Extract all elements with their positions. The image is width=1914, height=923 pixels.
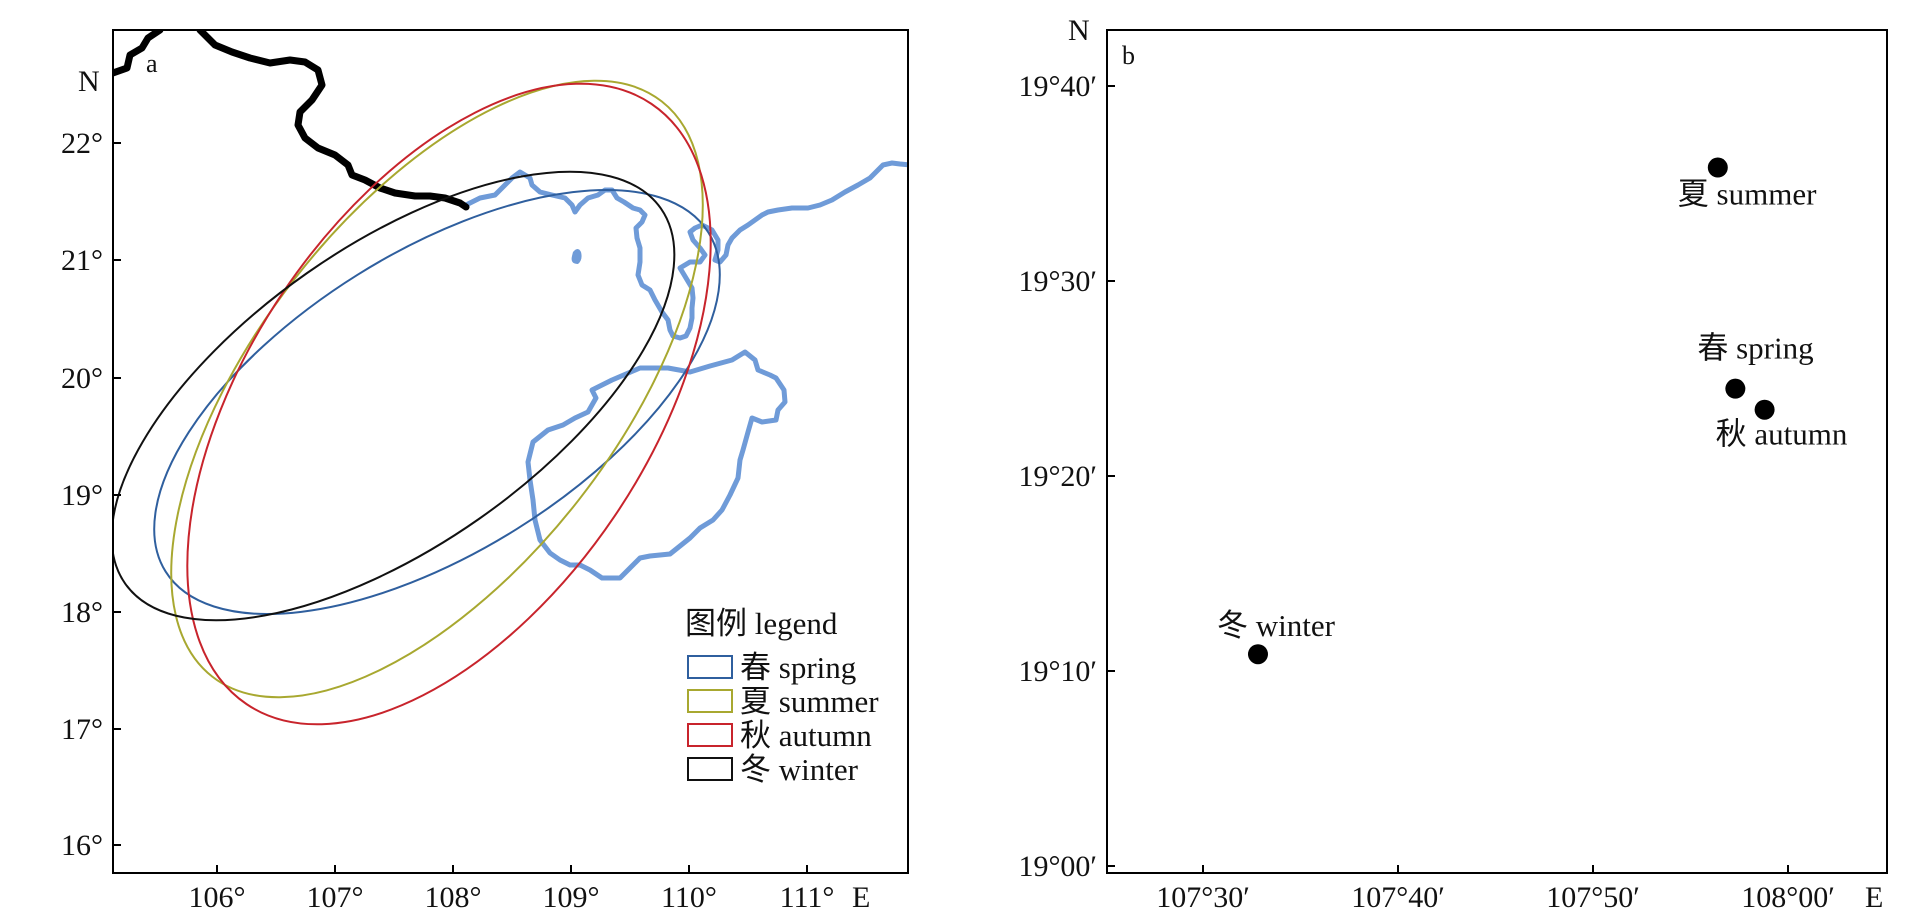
national-border: [113, 30, 470, 211]
point-label-spring: 春 spring: [1697, 331, 1813, 366]
legend-swatch-winter: [687, 757, 733, 781]
panel-a-y-tick-label: 22°: [61, 127, 103, 160]
legend: 图例 legend 春 spring 夏 summer 秋 autumn 冬 w…: [685, 606, 879, 787]
panel-b-y-ticks: [1107, 85, 1115, 867]
panel-a-frame: [112, 29, 909, 874]
legend-label-summer: 夏 summer: [740, 684, 879, 719]
coastline-hainan: [525, 349, 788, 581]
legend-swatch-autumn: [687, 723, 733, 747]
panel-b: 107°30′ 107°40′ 107°50′ 108°00′ E 19°40′…: [1018, 14, 1888, 914]
panel-a-y-ticks: [113, 142, 121, 846]
panel-a-y-tick-label: 17°: [61, 713, 103, 746]
point-label-autumn: 秋 autumn: [1716, 417, 1848, 452]
point-label-summer: 夏 summer: [1678, 177, 1817, 212]
point-summer: [1707, 157, 1728, 178]
legend-swatch-summer: [687, 689, 733, 713]
panel-a-x-tick-label: 107°: [307, 881, 364, 914]
panel-b-x-tick-label: 108°00′: [1741, 881, 1835, 914]
panel-a-north-label: N: [78, 65, 100, 98]
panel-b-east-label: E: [1865, 881, 1883, 914]
panel-a-y-tick-label: 18°: [61, 596, 103, 629]
panel-a-y-tick-label: 20°: [61, 362, 103, 395]
panel-a-x-tick-label: 108°: [425, 881, 482, 914]
panel-b-y-tick-label: 19°00′: [1018, 850, 1097, 883]
panel-b-y-tick-label: 19°10′: [1018, 655, 1097, 688]
point-winter: [1247, 644, 1268, 665]
legend-swatch-spring: [687, 655, 733, 679]
panel-a-east-label: E: [852, 881, 870, 914]
island-dot: [571, 249, 582, 264]
panel-a: 106° 107° 108° 109° 110° 111° E 22° 21° …: [61, 29, 909, 914]
legend-title: 图例 legend: [685, 606, 838, 641]
panel-a-x-tick-label: 111°: [780, 881, 835, 914]
panel-b-letter: b: [1122, 41, 1135, 70]
coastline-mainland: [463, 160, 908, 341]
panel-b-north-label: N: [1068, 14, 1090, 47]
panel-a-x-tick-label: 106°: [189, 881, 246, 914]
point-label-winter: 冬 winter: [1217, 608, 1336, 643]
point-spring: [1725, 378, 1746, 399]
panel-b-x-ticks: [1202, 865, 1789, 873]
panel-b-points: 夏 summer 春 spring 秋 autumn 冬 winter: [1217, 157, 1848, 665]
ellipse-summer: [170, 79, 704, 699]
ellipse-spring: [153, 189, 721, 615]
legend-label-autumn: 秋 autumn: [740, 718, 872, 753]
panel-a-x-tick-label: 109°: [543, 881, 600, 914]
ellipse-autumn: [186, 82, 712, 726]
panel-b-y-tick-label: 19°20′: [1018, 460, 1097, 493]
panel-a-y-tick-label: 19°: [61, 479, 103, 512]
panel-b-x-tick-label: 107°40′: [1351, 881, 1445, 914]
panel-b-frame: [1106, 29, 1888, 874]
panel-a-y-tick-label: 16°: [61, 829, 103, 862]
panel-a-x-ticks: [216, 865, 808, 873]
panel-a-map-content: [113, 30, 908, 726]
panel-b-x-tick-label: 107°30′: [1156, 881, 1250, 914]
ellipse-winter: [113, 170, 676, 622]
panel-b-y-tick-label: 19°30′: [1018, 265, 1097, 298]
point-autumn: [1754, 399, 1775, 420]
panel-a-x-tick-label: 110°: [661, 881, 717, 914]
panel-b-x-tick-label: 107°50′: [1546, 881, 1640, 914]
panel-a-letter: a: [146, 49, 158, 78]
panel-a-y-tick-label: 21°: [61, 244, 103, 277]
legend-label-spring: 春 spring: [740, 650, 856, 685]
legend-label-winter: 冬 winter: [740, 752, 859, 787]
panel-b-y-tick-label: 19°40′: [1018, 70, 1097, 103]
